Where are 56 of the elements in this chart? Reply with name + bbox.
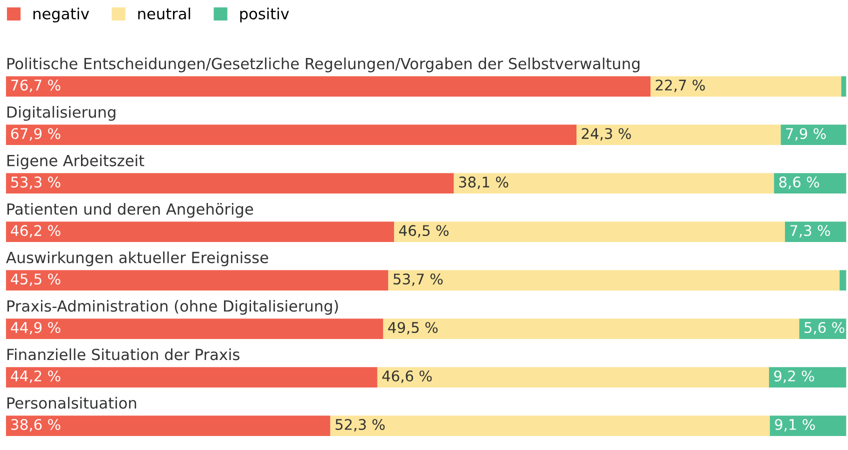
data-label: 76,7 % <box>11 80 60 92</box>
data-label: 44,9 % <box>10 322 60 335</box>
data-label: 53,7 % <box>394 274 443 286</box>
bar <box>784 222 846 242</box>
data-label: 46,2 % <box>10 225 60 238</box>
bar <box>841 76 846 97</box>
y-tick-label: Auswirkungen aktueller Ereignisse <box>6 251 268 266</box>
data-label: 53,3 % <box>11 176 60 190</box>
y-tick-label: Patienten und deren Angehörige <box>7 202 254 218</box>
bar <box>774 173 846 194</box>
bar <box>6 318 384 339</box>
data-label: 7,3 % <box>790 225 830 238</box>
bar <box>383 318 800 339</box>
data-label: 24,3 % <box>582 128 631 141</box>
data-label: 38,6 % <box>11 418 60 432</box>
legend-label: neutral <box>138 8 190 20</box>
bar <box>454 173 774 194</box>
y-tick-label: Personalsituation <box>7 396 136 409</box>
bar <box>768 367 846 388</box>
bar <box>650 76 842 97</box>
bar <box>377 367 769 388</box>
bar <box>6 367 378 388</box>
data-label: 9,1 % <box>774 418 815 432</box>
bar <box>6 270 388 290</box>
bar <box>388 270 840 290</box>
bar <box>6 124 577 146</box>
bar <box>330 416 770 436</box>
y-tick-label: Praxis-Administration (ohne Digitalisierung) <box>7 300 338 315</box>
legend-label: positiv <box>240 8 289 22</box>
legend-label: negativ <box>33 8 90 22</box>
data-label: 38,1 % <box>459 176 508 190</box>
data-label: 5,6 % <box>804 322 844 335</box>
data-label: 7,9 % <box>786 128 826 141</box>
data-label: 9,2 % <box>774 370 814 383</box>
y-tick-label: Digitalisierung <box>7 106 116 121</box>
data-label: 8,6 % <box>779 176 820 190</box>
y-tick-label: Politische Entscheidungen/Gesetzliche Regelungen/Vorgaben der Selbstverwaltung <box>7 58 640 72</box>
bar <box>6 76 650 97</box>
data-label: 22,7 % <box>656 80 705 92</box>
data-label: 46,5 % <box>399 225 449 238</box>
data-label: 45,5 % <box>10 274 60 286</box>
y-tick-label: Eigene Arbeitszeit <box>7 154 144 170</box>
bar <box>780 124 846 146</box>
bar <box>6 173 454 194</box>
bar <box>770 416 846 436</box>
bar <box>6 222 394 242</box>
bar <box>840 270 846 290</box>
data-label: 44,2 % <box>10 370 60 383</box>
data-label: 52,3 % <box>336 418 385 432</box>
bar <box>576 124 781 146</box>
y-tick-label: Finanzielle Situation der Praxis <box>7 348 240 360</box>
data-label: 67,9 % <box>11 128 60 141</box>
data-label: 46,6 % <box>382 370 432 383</box>
bar <box>6 416 330 436</box>
data-label: 49,5 % <box>388 322 438 335</box>
bar <box>394 222 785 242</box>
